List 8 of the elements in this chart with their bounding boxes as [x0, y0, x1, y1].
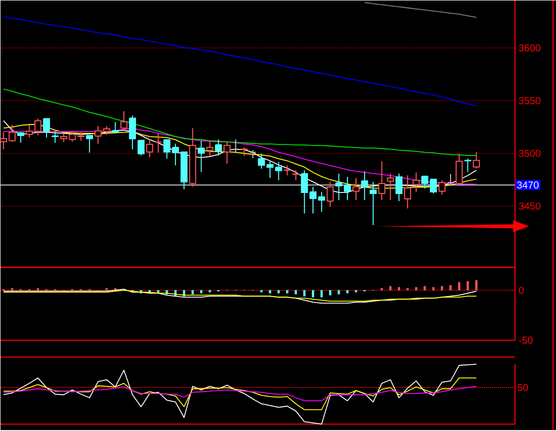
y-tick-label: 3550 [518, 97, 540, 104]
text: 50 [518, 384, 528, 392]
y-tick-label: 3500 [518, 150, 540, 158]
y-tick-label: -50 [519, 336, 533, 344]
y-tick-label: 0 [518, 286, 524, 294]
y-tick-label: 3600 [518, 44, 540, 52]
ref-line-label: 3470 [517, 182, 539, 189]
y-tick-label: 3450 [518, 202, 540, 210]
